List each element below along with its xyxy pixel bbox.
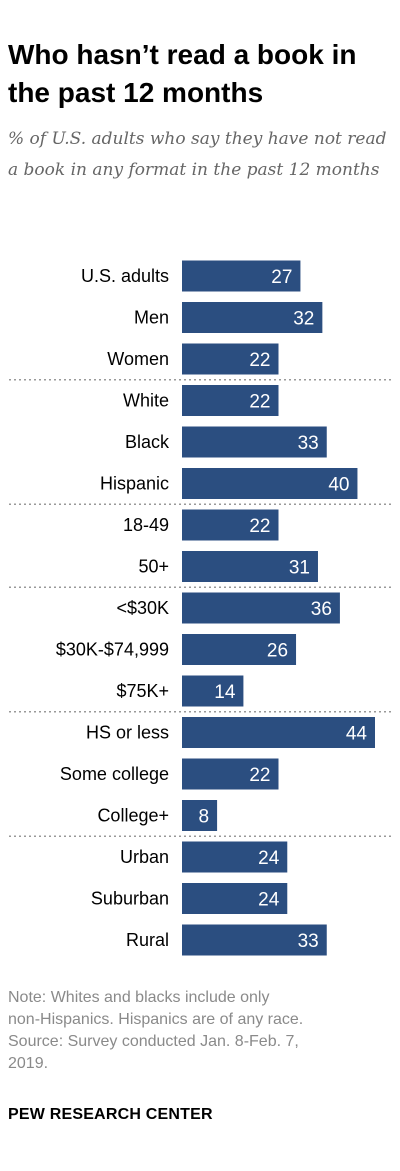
bar: [182, 302, 323, 333]
category-label: 18-49: [123, 515, 169, 535]
chart-subtitle: % of U.S. adults who say they have not r…: [8, 129, 387, 180]
chart-note: Note: Whites and blacks include only non…: [8, 987, 393, 1075]
data-label: 32: [293, 309, 314, 330]
category-label: HS or less: [86, 723, 169, 743]
bar: [182, 343, 279, 375]
data-label: 24: [258, 848, 280, 869]
category-label: College+: [97, 806, 169, 826]
data-label: 24: [258, 890, 280, 911]
bar: [182, 800, 218, 831]
bar: [182, 385, 279, 416]
bar: [182, 592, 340, 624]
data-label: 14: [214, 682, 236, 703]
bar: [182, 675, 244, 707]
category-label: White: [123, 391, 169, 411]
data-label: 22: [249, 350, 270, 371]
bar: [182, 426, 327, 458]
bar: [182, 260, 301, 292]
category-label: $30K-$74,999: [56, 640, 169, 660]
data-label: 31: [289, 558, 310, 579]
bar: [182, 634, 297, 665]
bar-chart: U.S. adults 27 Men 32 Women 22 White 22 Black 33 H…: [9, 260, 394, 956]
category-label: <$30K: [116, 598, 169, 618]
note-line: 2019.: [8, 1055, 49, 1072]
data-label: 8: [199, 807, 210, 828]
category-label: Women: [107, 349, 169, 369]
data-label: 27: [271, 267, 292, 288]
data-label: 33: [298, 931, 319, 952]
data-label: 22: [249, 392, 270, 413]
category-label: Some college: [60, 764, 169, 784]
bar: [182, 883, 288, 914]
note-line: Note: Whites and blacks include only: [8, 989, 270, 1006]
bar: [182, 509, 279, 541]
category-label: Hispanic: [100, 474, 169, 494]
note-line: non-Hispanics. Hispanics are of any race…: [8, 1011, 304, 1028]
bar: [182, 841, 288, 873]
category-label: Rural: [126, 930, 169, 950]
note-line: Source: Survey conducted Jan. 8-Feb. 7,: [8, 1033, 299, 1050]
data-label: 36: [311, 599, 332, 620]
bar: [182, 758, 279, 790]
bar: [182, 551, 318, 582]
data-label: 22: [249, 765, 270, 786]
category-label: Urban: [120, 847, 169, 867]
category-label: U.S. adults: [81, 266, 169, 286]
category-label: Suburban: [91, 889, 169, 909]
bar: [182, 717, 375, 748]
data-label: 40: [328, 475, 349, 496]
bar: [182, 468, 358, 499]
category-label: $75K+: [116, 681, 169, 701]
bar: [182, 924, 327, 956]
category-label: Black: [125, 432, 170, 452]
data-label: 26: [267, 641, 288, 662]
category-label: Men: [134, 308, 169, 328]
data-label: 22: [249, 516, 270, 537]
chart-title: Who hasn’t read a book in the past 12 mo…: [8, 39, 357, 108]
source-organization: PEW RESEARCH CENTER: [8, 1106, 213, 1123]
data-label: 44: [346, 724, 368, 745]
data-label: 33: [298, 433, 319, 454]
category-label: 50+: [138, 557, 169, 577]
